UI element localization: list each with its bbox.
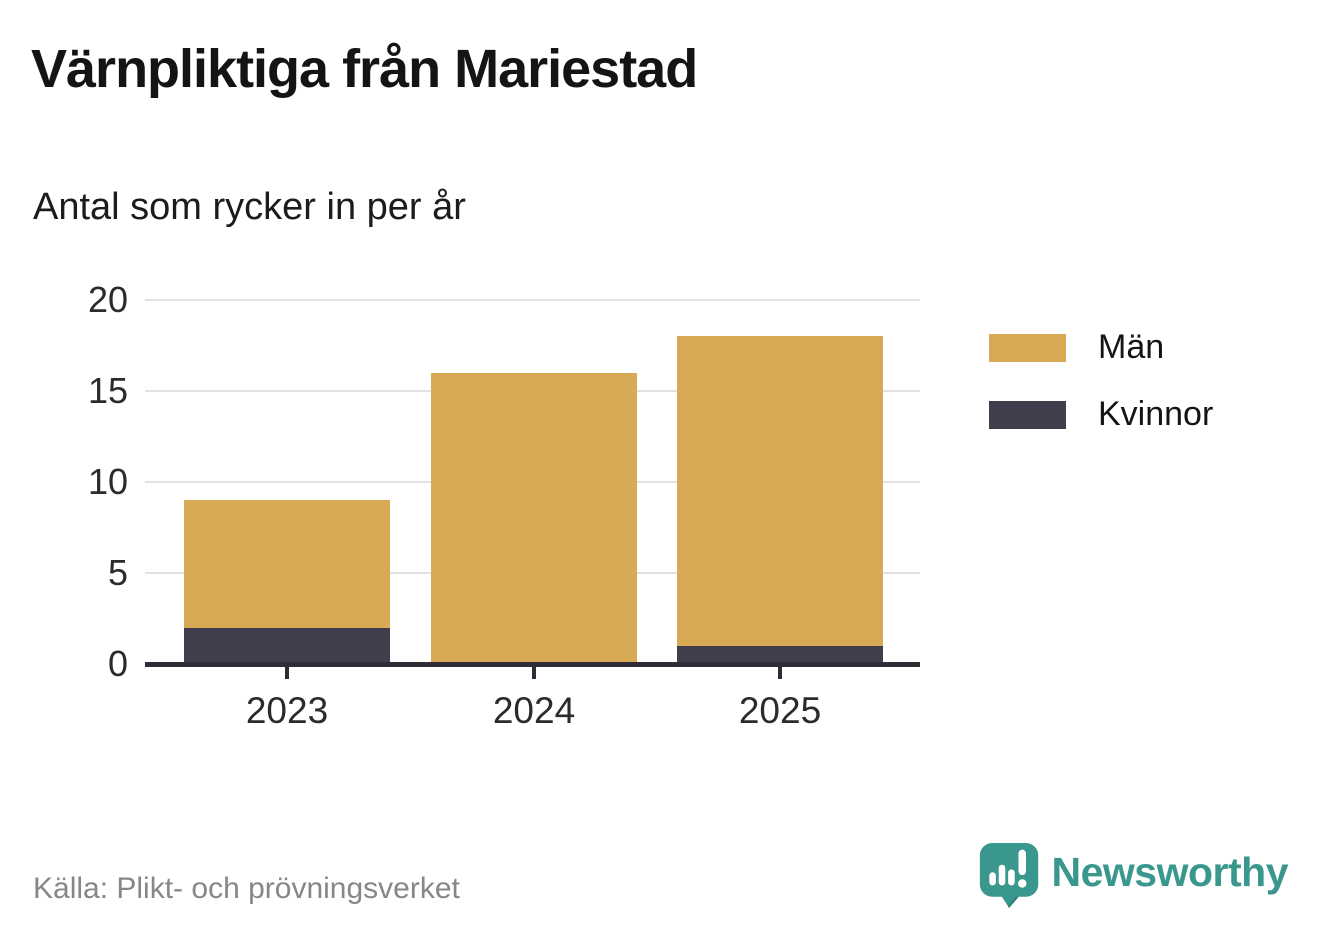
newsworthy-brand: Newsworthy <box>978 840 1289 912</box>
y-tick-label-0: 0 <box>107 643 128 684</box>
legend-label-women: Kvinnor <box>1098 395 1214 433</box>
legend-swatch-men <box>989 333 1066 362</box>
x-tick-mark-2025 <box>778 666 782 679</box>
x-tick-label-2025: 2025 <box>738 690 822 731</box>
brand-wordmark: Newsworthy <box>1051 848 1289 895</box>
source-attribution: Källa: Plikt- och prövningsverket <box>33 872 460 905</box>
x-tick-mark-2023 <box>285 666 289 679</box>
chart-legend: Män Kvinnor <box>989 328 1213 462</box>
x-axis-line <box>145 661 920 667</box>
legend-label-men: Män <box>1098 328 1165 366</box>
y-tick-label-10: 10 <box>87 461 128 502</box>
x-tick-label-2023: 2023 <box>245 690 329 731</box>
legend-swatch-women <box>989 400 1066 429</box>
bar-segment-kvinnor-2025 <box>677 645 883 664</box>
x-tick-mark-2024 <box>532 666 536 679</box>
x-tick-label-2024: 2024 <box>492 690 576 731</box>
chart-title: Värnpliktiga från Mariestad <box>31 39 698 99</box>
gridline-y-20 <box>145 299 920 301</box>
y-tick-label-15: 15 <box>87 370 128 411</box>
chart-subtitle: Antal som rycker in per år <box>33 186 466 228</box>
bar-segment-män-2024 <box>431 372 637 664</box>
y-tick-label-5: 5 <box>107 552 128 593</box>
y-tick-label-20: 20 <box>87 279 128 320</box>
legend-item-women: Kvinnor <box>989 395 1213 434</box>
legend-item-men: Män <box>989 328 1213 367</box>
newsworthy-speech-bubble-bar-chart-icon <box>979 843 1038 908</box>
bar-segment-män-2023 <box>184 500 390 628</box>
bar-segment-kvinnor-2023 <box>184 627 390 664</box>
bar-segment-män-2025 <box>677 336 883 646</box>
